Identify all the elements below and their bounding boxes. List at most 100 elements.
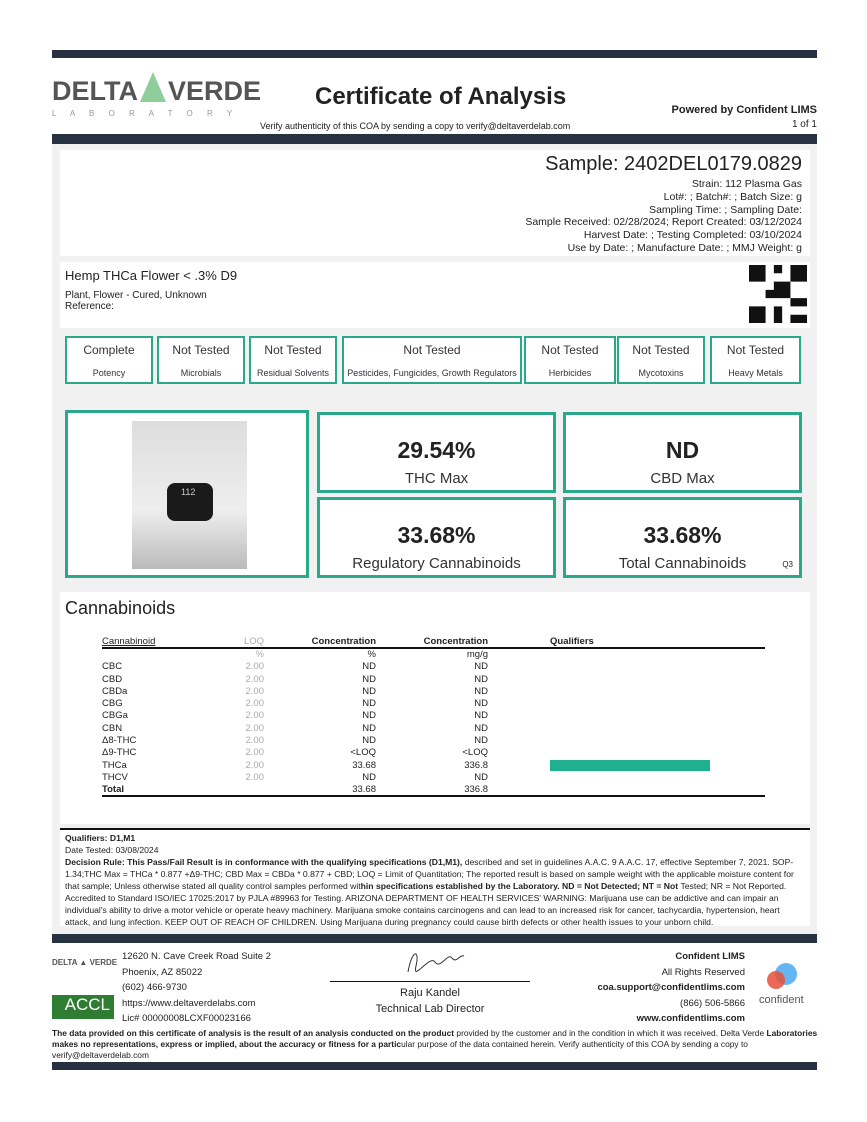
units-row: %% mg/g: [102, 648, 765, 660]
total-box: 33.68% Total Cannabinoids Q3: [563, 497, 802, 578]
cbd-max-value: ND: [665, 437, 700, 463]
cell-qualifier: [488, 771, 765, 783]
regulatory-value: 33.68%: [397, 522, 476, 548]
sample-id: Sample: 2402DEL0179.0829: [545, 153, 802, 175]
lab-website[interactable]: https://www.deltaverdelabs.com: [122, 997, 256, 1009]
received-created: Sample Received: 02/28/2024; Report Crea…: [525, 216, 802, 229]
cell-pct: 33.68: [352, 783, 376, 795]
cell-name: THCa: [102, 759, 127, 771]
cell-qualifier: [488, 661, 765, 673]
status-box-potency: Complete Potency: [65, 336, 153, 384]
accl-logo: ACCL: [52, 995, 114, 1019]
cell-mg: ND: [474, 771, 488, 783]
confident-logo-icon: [758, 963, 808, 993]
status-value: Not Tested: [632, 343, 690, 357]
confident-phone: (866) 506-5866: [680, 997, 745, 1009]
col-loq: LOQ: [243, 636, 264, 648]
cell-pct: ND: [362, 661, 376, 673]
cell-mg: 336.8: [464, 759, 488, 771]
q-code: Q3: [782, 560, 793, 569]
cbd-max-label: CBD Max: [650, 470, 715, 487]
product-type: Plant, Flower - Cured, Unknown: [65, 290, 207, 301]
status-label: Microbials: [180, 368, 222, 378]
cell-loq: 2.00: [245, 698, 265, 710]
cell-qualifier: [488, 648, 765, 660]
cell-name: CBD: [102, 673, 123, 685]
disclaimer-bold: The data provided on this certificate of…: [52, 1028, 457, 1038]
disclaimer: The data provided on this certificate of…: [52, 1028, 819, 1061]
cell-pct: %: [367, 649, 376, 661]
sample-image-box: 112: [65, 410, 309, 578]
support-email[interactable]: coa.support@confidentlims.com: [597, 982, 745, 993]
thc-max-label: THC Max: [404, 470, 469, 487]
status-value: Not Tested: [726, 343, 785, 357]
status-value: Not Tested: [541, 343, 599, 357]
license: Lic# 00000008LCXF00023166: [122, 1013, 251, 1024]
use-by: Use by Date: ; Manufacture Date: ; MMJ W…: [567, 241, 802, 254]
status-label: Mycotoxins: [638, 368, 684, 378]
jar-icon: 112: [167, 483, 213, 521]
lab-address: 12620 N. Cave Creek Road Suite 2 Phoenix…: [122, 949, 271, 1027]
col-conc-mg: Concentration: [423, 636, 488, 648]
notes-panel: Qualifiers: D1,M1 Date Tested: 03/08/202…: [60, 828, 810, 927]
status-label: Residual Solvents: [256, 368, 330, 378]
decision-bold2: hin specifications established by the La…: [360, 881, 681, 891]
table-row: CBC 2.00 ND ND: [102, 661, 765, 673]
disclaimer-text2: ular purpose of the data contained herei…: [52, 1039, 748, 1060]
cell-qualifier: [488, 697, 765, 709]
sampling: Sampling Time: ; Sampling Date:: [649, 203, 802, 216]
top-bar: [52, 50, 817, 58]
warning-text: Tested; NR = Not Reported. Accredited to…: [65, 881, 787, 927]
status-box-microbials: Not Tested Microbials: [157, 336, 245, 384]
cell-pct: ND: [362, 771, 376, 783]
sample-photo: 112: [132, 421, 247, 569]
address-city: Phoenix, AZ 85022: [122, 966, 203, 978]
status-label: Potency: [92, 368, 126, 378]
footer-logo: DELTA ▲ VERDE: [52, 958, 118, 967]
decision-text: described and set in guidelines A.A.C. 9…: [65, 857, 794, 891]
logo-text: VERDE: [89, 958, 118, 967]
table-row: Δ9-THC 2.00 <LOQ <LOQ: [102, 747, 765, 759]
cell-mg: ND: [474, 698, 488, 710]
regulatory-label: Regulatory Cannabinoids: [352, 555, 521, 572]
cell-name: [102, 648, 202, 660]
harvest-tested: Harvest Date: ; Testing Completed: 03/10…: [583, 229, 802, 242]
header-bar: [52, 134, 817, 144]
date-tested: Date Tested: 03/08/2024: [65, 845, 159, 855]
cell-pct: ND: [362, 685, 376, 697]
cell-loq: 2.00: [245, 747, 265, 759]
regulatory-box: 33.68% Regulatory Cannabinoids: [317, 497, 556, 578]
cell-mg: ND: [474, 661, 488, 673]
status-value: Not Tested: [172, 343, 230, 357]
cell-mg: ND: [474, 710, 488, 722]
cell-mg: mg/g: [466, 649, 488, 661]
cell-name: CBDa: [102, 685, 128, 697]
verify-note: Verify authenticity of this COA by sendi…: [260, 121, 571, 131]
table-row: CBGa 2.00 ND ND: [102, 710, 765, 722]
signer-name: Raju Kandel: [400, 987, 460, 999]
cell-mg: ND: [474, 673, 488, 685]
product-reference: Reference:: [65, 301, 114, 312]
status-box-residual: Not Tested Residual Solvents: [249, 336, 337, 384]
cell-loq: %: [255, 649, 264, 661]
cell-mg: 336.8: [464, 783, 488, 795]
section-title: Cannabinoids: [65, 598, 176, 618]
cell-pct: ND: [362, 698, 376, 710]
cell-loq: 2.00: [245, 722, 265, 734]
jar-label: 112: [181, 487, 196, 497]
cell-qualifier: [488, 784, 765, 796]
confident-website[interactable]: www.confidentlims.com: [636, 1013, 745, 1024]
disclaimer-text: provided by the customer and in the cond…: [456, 1028, 767, 1038]
qr-code-icon[interactable]: [749, 265, 807, 323]
confident-contact: Confident LIMS All Rights Reserved coa.s…: [597, 949, 745, 1027]
logo-sub: L A B O R A T O R Y: [52, 109, 239, 118]
cell-mg: ND: [474, 685, 488, 697]
cannabinoids-panel: Cannabinoids Cannabinoid LOQ Concentrati…: [60, 592, 810, 824]
address-line: 12620 N. Cave Creek Road Suite 2: [122, 951, 271, 962]
cell-pct: ND: [362, 710, 376, 722]
cell-loq: 2.00: [245, 759, 265, 771]
cell-pct: 33.68: [352, 759, 376, 771]
table-row: THCV 2.00 ND ND: [102, 771, 765, 783]
status-value: Not Tested: [264, 343, 322, 357]
status-box-heavy: Not Tested Heavy Metals: [710, 336, 801, 384]
